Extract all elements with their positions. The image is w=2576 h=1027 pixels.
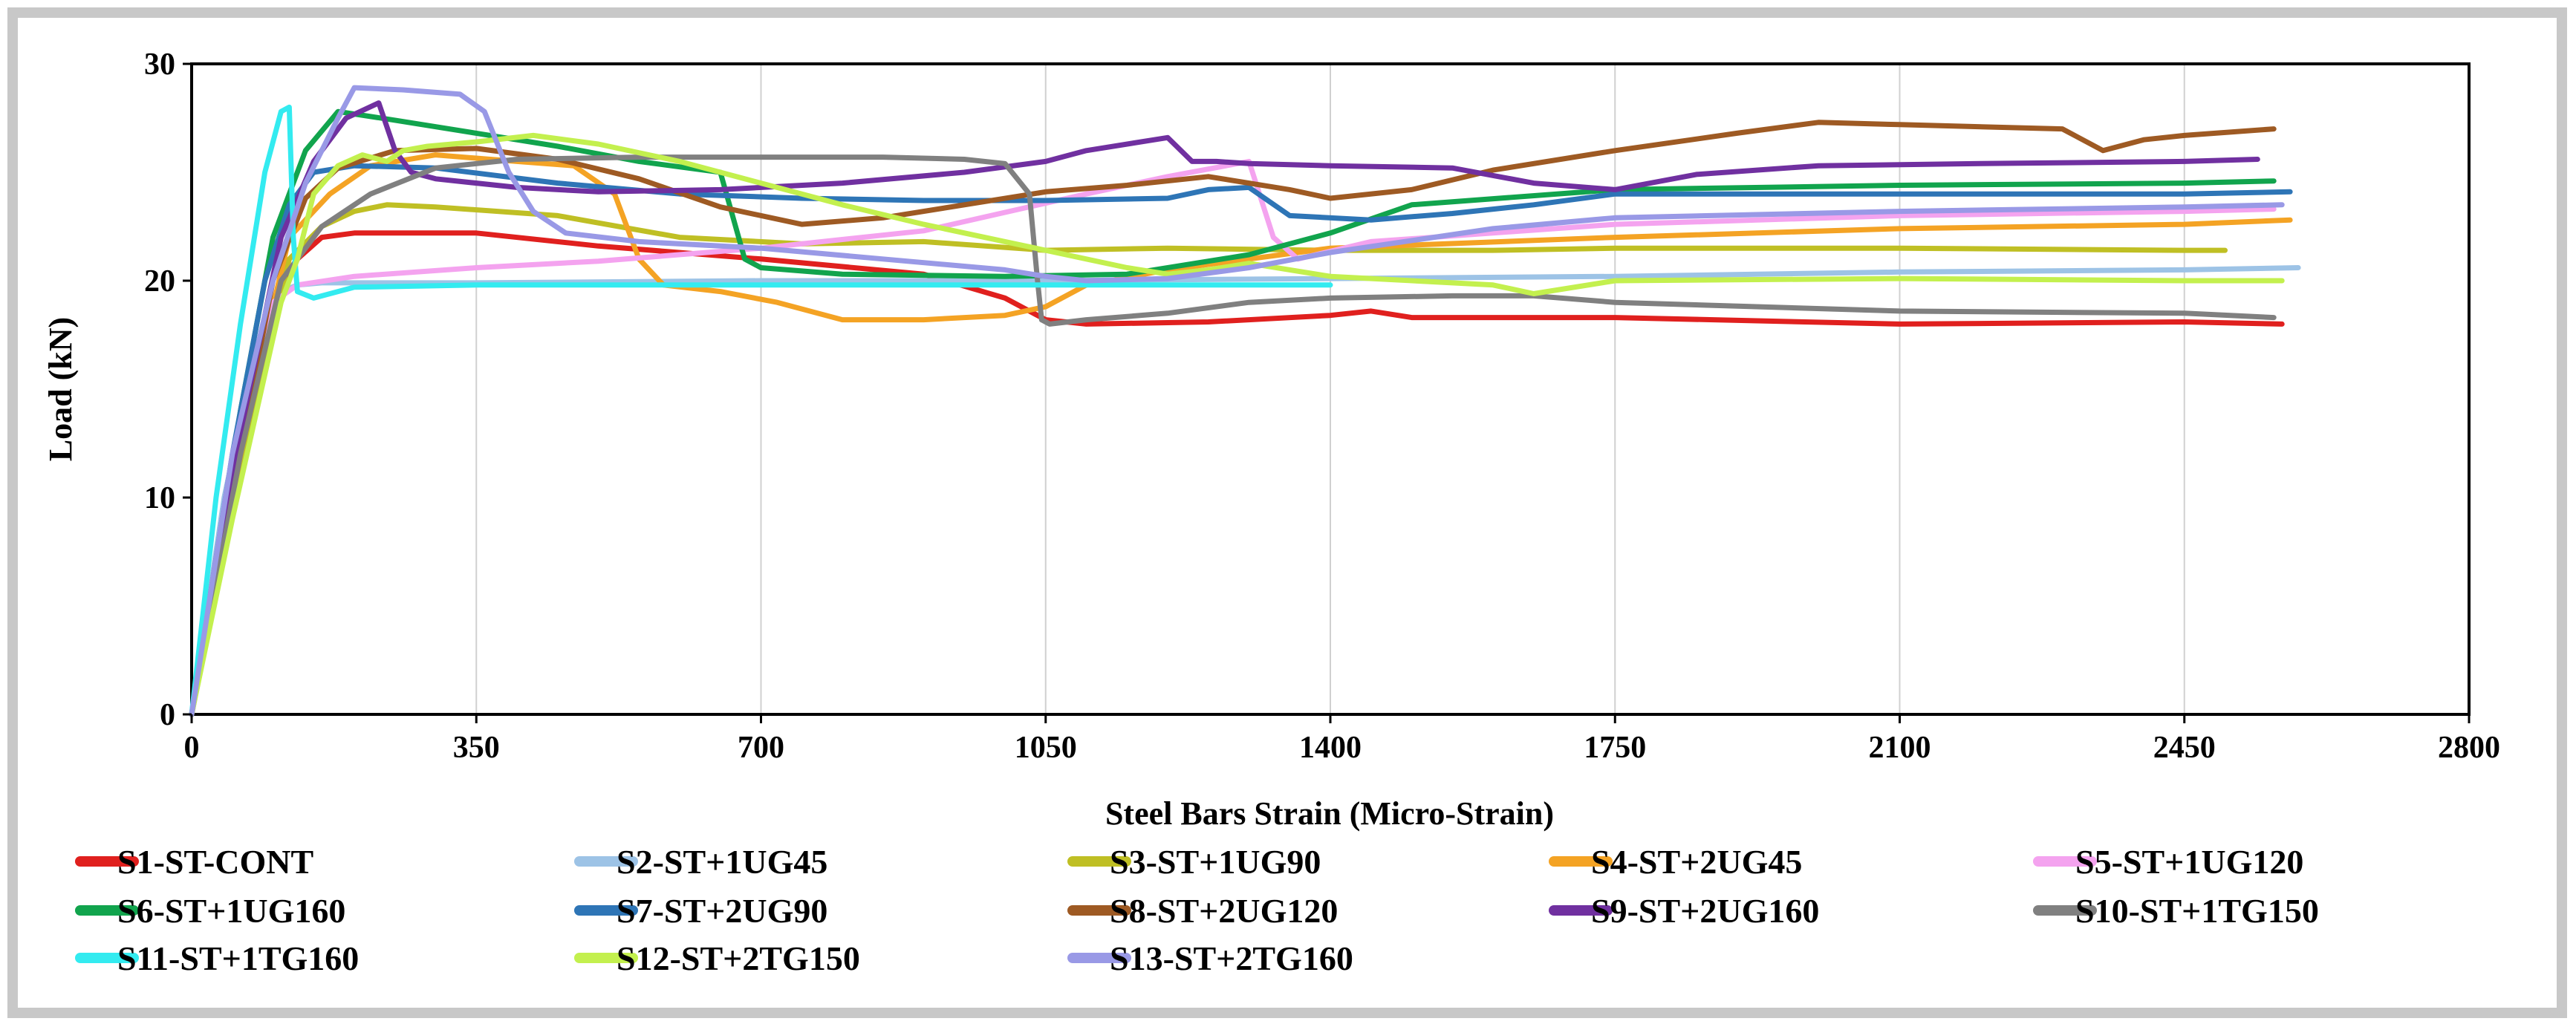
x-tick-label: 0 [184,731,200,765]
x-tick-label: 2450 [2153,731,2216,765]
series-line-5 [189,158,2277,717]
legend-label-10: S10-ST+1TG150 [2075,892,2319,930]
x-tick-label: 1750 [1584,731,1646,765]
legend-label-7: S7-ST+2UG90 [617,892,827,930]
series-line-13 [189,85,2285,717]
legend-label-1: S1-ST-CONT [117,843,313,881]
y-axis-label: Load (kN) [42,317,79,461]
legend-label-4: S4-ST+2UG45 [1591,843,1802,881]
x-tick-label: 1400 [1299,731,1362,765]
legend-label-8: S8-ST+2UG120 [1110,892,1338,930]
legend-label-5: S5-ST+1UG120 [2075,843,2303,881]
x-tick-label: 2800 [2438,731,2500,765]
x-tick-label: 1050 [1015,731,1077,765]
legend-label-13: S13-ST+2TG160 [1110,939,1353,977]
y-tick-label: 30 [144,48,175,82]
x-tick-label: 350 [453,731,500,765]
y-tick-label: 10 [144,481,175,515]
legend-label-3: S3-ST+1UG90 [1110,843,1321,881]
x-axis-ticks: 0 350 700 1050 1400 1750 2100 2450 2800 [184,714,2500,765]
legend: S1-ST-CONT S2-ST+1UG45 S3-ST+1UG90 S4-ST+2U… [75,843,2319,977]
series-line-2 [189,265,2301,717]
series-line-12 [189,132,2285,717]
x-tick-label: 700 [738,731,784,765]
series-line-6 [189,108,2277,717]
x-axis-label: Steel Bars Strain (Micro-Strain) [1105,795,1554,832]
x-tick-label: 2100 [1869,731,1931,765]
series-lines [189,85,2301,717]
y-tick-label: 20 [144,264,175,299]
series-line-10 [189,154,2277,717]
legend-label-6: S6-ST+1UG160 [117,892,345,930]
legend-label-2: S2-ST+1UG45 [617,843,827,881]
legend-label-11: S11-ST+1TG160 [117,939,359,977]
y-tick-label: 0 [160,698,175,732]
legend-label-9: S9-ST+2UG160 [1591,892,1819,930]
y-axis-ticks: 0 10 20 30 [144,48,192,732]
legend-label-12: S12-ST+2TG150 [617,939,860,977]
gridlines [475,64,2185,714]
series-line-9 [189,100,2260,717]
